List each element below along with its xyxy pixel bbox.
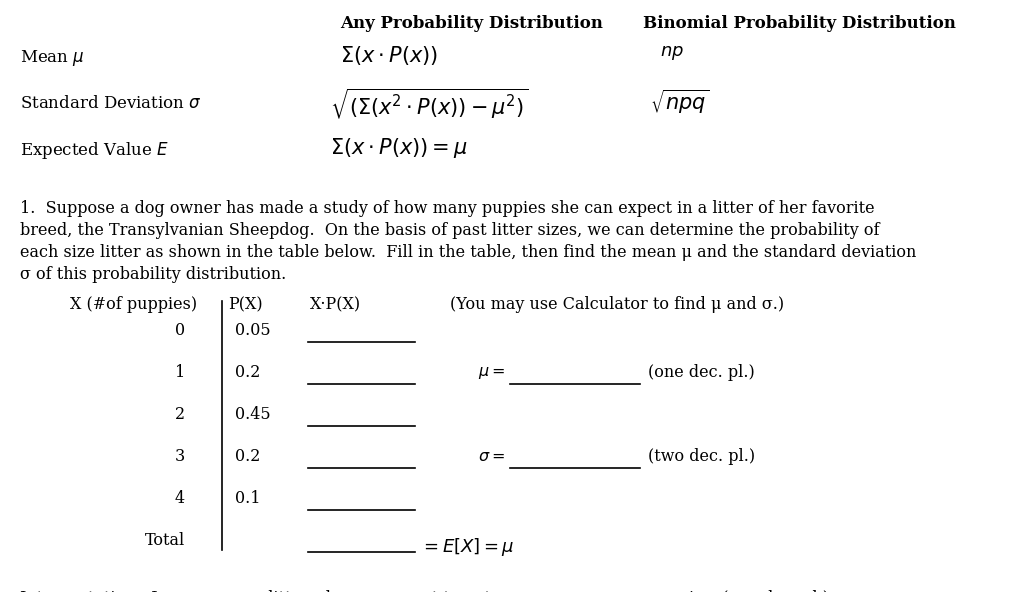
Text: breed, the Transylvanian Sheepdog.  On the basis of past litter sizes, we can de: breed, the Transylvanian Sheepdog. On th… [20, 222, 880, 239]
Text: $\sqrt{npq}$: $\sqrt{npq}$ [650, 88, 710, 117]
Text: 0.2: 0.2 [234, 448, 260, 465]
Text: each size litter as shown in the table below.  Fill in the table, then find the : each size litter as shown in the table b… [20, 244, 916, 261]
Text: puppies. (one dec. pl.).: puppies. (one dec. pl.). [648, 590, 835, 592]
Text: 0.2: 0.2 [234, 364, 260, 381]
Text: Binomial Probability Distribution: Binomial Probability Distribution [643, 15, 955, 32]
Text: $\mu =$: $\mu =$ [478, 364, 505, 381]
Text: (two dec. pl.): (two dec. pl.) [648, 448, 755, 465]
Text: $\sigma =$: $\sigma =$ [478, 448, 505, 465]
Text: $\sqrt{(\Sigma(x^2 \cdot P(x)) - \mu^2)}$: $\sqrt{(\Sigma(x^2 \cdot P(x)) - \mu^2)}… [330, 86, 528, 121]
Text: X (#of puppies): X (#of puppies) [70, 296, 198, 313]
Text: Mean $\mu$: Mean $\mu$ [20, 48, 85, 68]
Text: 1: 1 [175, 364, 185, 381]
Text: 4: 4 [175, 490, 185, 507]
Text: σ of this probability distribution.: σ of this probability distribution. [20, 266, 287, 283]
Text: $\Sigma(x \cdot P(x)) {=} \mu$: $\Sigma(x \cdot P(x)) {=} \mu$ [330, 136, 468, 160]
Text: Standard Deviation $\sigma$: Standard Deviation $\sigma$ [20, 95, 202, 112]
Text: 2: 2 [175, 406, 185, 423]
Text: (one dec. pl.): (one dec. pl.) [648, 364, 755, 381]
Text: 0.1: 0.1 [234, 490, 260, 507]
Text: 0.45: 0.45 [234, 406, 270, 423]
Text: 0: 0 [175, 322, 185, 339]
Text: 3: 3 [175, 448, 185, 465]
Text: (You may use Calculator to find μ and σ.): (You may use Calculator to find μ and σ.… [450, 296, 784, 313]
Text: $np$: $np$ [660, 44, 684, 62]
Text: Total: Total [144, 532, 185, 549]
Text: P(X): P(X) [228, 296, 262, 313]
Text: $\Sigma(x \cdot P(x))$: $\Sigma(x \cdot P(x))$ [340, 44, 438, 67]
Text: Any Probability Distribution: Any Probability Distribution [340, 15, 603, 32]
Text: 0.05: 0.05 [234, 322, 270, 339]
Text: 1.  Suppose a dog owner has made a study of how many puppies she can expect in a: 1. Suppose a dog owner has made a study … [20, 200, 874, 217]
Text: $= E[X] = \mu$: $= E[X] = \mu$ [420, 536, 515, 558]
Text: Interpretation:  In an average litter, she can expect to get: Interpretation: In an average litter, sh… [20, 590, 490, 592]
Text: X·P(X): X·P(X) [310, 296, 361, 313]
Text: Expected Value $E$: Expected Value $E$ [20, 140, 169, 161]
